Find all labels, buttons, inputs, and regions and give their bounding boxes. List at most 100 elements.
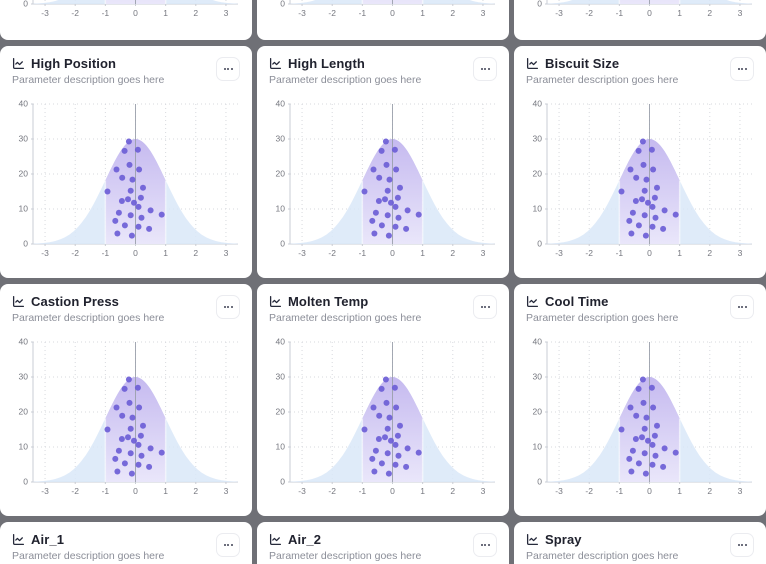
- scatter-point: [385, 470, 392, 477]
- scatter-point: [382, 196, 388, 203]
- x-tick-label: 0: [390, 8, 395, 18]
- scatter-point: [125, 138, 132, 145]
- x-tick-label: -1: [102, 248, 110, 258]
- card-heading: Air_2 Parameter description goes here: [269, 532, 421, 562]
- x-tick-label: -2: [71, 486, 79, 496]
- scatter-point: [134, 384, 141, 391]
- card-menu-button[interactable]: [473, 57, 497, 81]
- scatter-point: [135, 203, 142, 210]
- scatter-point: [121, 460, 128, 467]
- card-menu-button[interactable]: [473, 295, 497, 319]
- ellipsis-dot: [487, 306, 490, 308]
- y-tick-label: 40: [276, 337, 286, 347]
- scatter-point: [403, 225, 410, 232]
- scatter-point: [618, 188, 625, 195]
- scatter-point: [641, 187, 648, 194]
- x-tick-label: 2: [707, 248, 712, 258]
- x-tick-label: -2: [71, 248, 79, 258]
- card-menu-button[interactable]: [216, 533, 240, 557]
- scatter-point: [643, 176, 650, 183]
- scatter-point: [378, 222, 385, 229]
- scatter-point: [660, 225, 667, 232]
- scatter-point: [654, 184, 660, 191]
- x-tick-label: -3: [298, 248, 306, 258]
- scatter-point: [635, 385, 642, 392]
- scatter-point: [672, 211, 679, 218]
- x-tick-label: 3: [738, 486, 743, 496]
- ellipsis-dot: [487, 68, 490, 70]
- scatter-point: [392, 223, 399, 230]
- scatter-point: [629, 447, 636, 454]
- scatter-point: [372, 447, 379, 454]
- scatter-point: [136, 404, 143, 411]
- card-subtitle: Parameter description goes here: [526, 550, 679, 562]
- card-subtitle: Parameter description goes here: [12, 312, 165, 324]
- x-tick-label: -3: [41, 248, 49, 258]
- parameter-card: Parameter description goes here 01020304…: [0, 0, 252, 40]
- scatter-point: [135, 223, 142, 230]
- x-tick-label: -2: [328, 486, 336, 496]
- card-menu-button[interactable]: [216, 57, 240, 81]
- scatter-point: [384, 212, 391, 219]
- scatter-point: [392, 461, 399, 468]
- scatter-point: [158, 211, 165, 218]
- scatter-point: [649, 461, 656, 468]
- ellipsis-dot: [484, 544, 486, 546]
- y-tick-label: 0: [23, 477, 28, 487]
- scatter-point: [371, 230, 378, 237]
- scatter-point: [136, 166, 143, 173]
- scatter-point: [127, 212, 134, 219]
- scatter-point: [635, 147, 642, 154]
- card-menu-button[interactable]: [473, 533, 497, 557]
- ellipsis-dot: [223, 68, 226, 70]
- scatter-point: [640, 161, 647, 168]
- x-tick-label: -3: [555, 248, 563, 258]
- y-tick-label: 30: [276, 134, 286, 144]
- scatter-point: [648, 146, 655, 153]
- ellipsis-dot: [227, 68, 229, 70]
- x-tick-label: 1: [677, 8, 682, 18]
- line-chart-icon: [269, 295, 282, 308]
- line-chart-icon: [269, 533, 282, 546]
- scatter-point: [112, 455, 119, 462]
- card-title: Spray: [545, 532, 582, 547]
- scatter-point: [385, 232, 392, 239]
- card-header: Spray Parameter description goes here: [526, 532, 754, 562]
- parameter-card: High Position Parameter description goes…: [0, 46, 252, 278]
- ellipsis-dot: [484, 306, 486, 308]
- x-tick-label: -2: [585, 8, 593, 18]
- x-tick-label: 0: [133, 248, 138, 258]
- scatter-point: [639, 434, 645, 441]
- scatter-point: [393, 166, 400, 173]
- ellipsis-dot: [744, 544, 747, 546]
- scatter-point: [645, 199, 651, 206]
- card-title: Air_2: [288, 532, 322, 547]
- card-header: Air_1 Parameter description goes here: [12, 532, 240, 562]
- card-menu-button[interactable]: [216, 295, 240, 319]
- x-tick-label: 2: [450, 486, 455, 496]
- card-menu-button[interactable]: [730, 295, 754, 319]
- scatter-point: [104, 188, 111, 195]
- line-chart-icon: [12, 295, 25, 308]
- card-menu-button[interactable]: [730, 533, 754, 557]
- scatter-point: [386, 414, 393, 421]
- scatter-point: [121, 147, 128, 154]
- y-tick-label: 10: [276, 442, 286, 452]
- card-header: Cool Time Parameter description goes her…: [526, 294, 754, 324]
- scatter-point: [146, 463, 153, 470]
- scatter-point: [661, 445, 668, 452]
- card-menu-button[interactable]: [730, 57, 754, 81]
- scatter-point: [639, 138, 646, 145]
- scatter-point: [640, 399, 647, 406]
- scatter-point: [648, 384, 655, 391]
- scatter-point: [104, 426, 111, 433]
- scatter-point: [650, 404, 657, 411]
- scatter-point: [415, 211, 422, 218]
- scatter-point: [127, 425, 134, 432]
- scatter-point: [378, 385, 385, 392]
- scatter-point: [642, 470, 649, 477]
